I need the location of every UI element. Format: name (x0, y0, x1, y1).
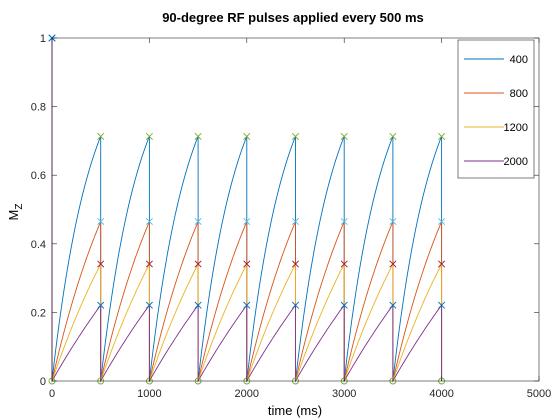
x-tick-label: 5000 (527, 388, 551, 400)
y-tick-label: 0.6 (31, 170, 46, 182)
pre-pulse-marker (145, 132, 153, 140)
chart-title: 90-degree RF pulses applied every 500 ms (162, 10, 424, 25)
pre-pulse-marker (291, 217, 300, 226)
pre-pulse-marker (340, 132, 348, 140)
legend: 400 800 1200 2000 (457, 39, 535, 179)
pre-pulse-marker (243, 301, 251, 309)
pre-pulse-marker (389, 217, 397, 226)
pre-pulse-marker (291, 260, 300, 268)
pre-pulse-marker (243, 260, 251, 268)
y-axis: 0 0.2 0.4 0.6 0.8 1 (31, 33, 539, 388)
pre-pulse-marker (438, 301, 446, 309)
series-line (51, 38, 443, 383)
pre-pulse-marker (97, 132, 105, 140)
pre-pulse-marker (145, 217, 153, 226)
plot-frame (51, 37, 540, 382)
pre-pulse-marker (194, 217, 202, 226)
pre-pulse-marker (291, 132, 300, 140)
legend-label: 2000 (504, 156, 528, 168)
x-tick-label: 4000 (429, 388, 453, 400)
y-tick-label: 1 (40, 33, 46, 45)
y-axis-label-subscript: Z (14, 204, 25, 210)
pre-pulse-marker (340, 301, 348, 309)
pre-pulse-marker (438, 132, 446, 140)
pre-pulse-marker (340, 260, 348, 268)
legend-label: 1200 (504, 122, 528, 134)
y-tick-label: 0.8 (31, 102, 46, 114)
legend-label: 400 (510, 54, 528, 66)
pre-pulse-marker (389, 132, 397, 140)
pre-pulse-marker (389, 301, 397, 309)
y-axis-label-main: M (6, 210, 21, 221)
y-axis-label: MZ (6, 204, 25, 221)
pre-pulse-marker (438, 260, 446, 268)
legend-label: 800 (510, 88, 528, 100)
pre-pulse-marker (243, 132, 251, 140)
pre-pulse-marker (97, 217, 105, 226)
pre-pulse-marker (438, 217, 446, 226)
pre-pulse-marker (389, 260, 397, 268)
pre-pulse-marker (243, 217, 251, 226)
pre-pulse-marker (194, 301, 202, 309)
y-tick-label: 0.2 (31, 307, 46, 319)
pre-pulse-marker (97, 260, 105, 268)
y-tick-label: 0.4 (31, 239, 46, 251)
x-tick-label: 0 (49, 388, 55, 400)
pre-pulse-marker (194, 260, 202, 268)
pre-pulse-marker (340, 217, 348, 226)
x-tick-label: 1000 (137, 388, 161, 400)
x-tick-label: 2000 (235, 388, 259, 400)
x-axis: 0 1000 2000 3000 4000 5000 (49, 38, 551, 400)
pre-pulse-marker (194, 132, 202, 140)
pre-pulse-marker (145, 301, 153, 309)
pre-pulse-marker (97, 301, 105, 309)
y-tick-label: 0 (40, 376, 46, 388)
pre-pulse-marker (145, 260, 153, 268)
legend-box (457, 39, 535, 179)
pre-pulse-marker (291, 301, 300, 309)
x-tick-label: 3000 (332, 388, 356, 400)
x-axis-label: time (ms) (268, 403, 322, 418)
